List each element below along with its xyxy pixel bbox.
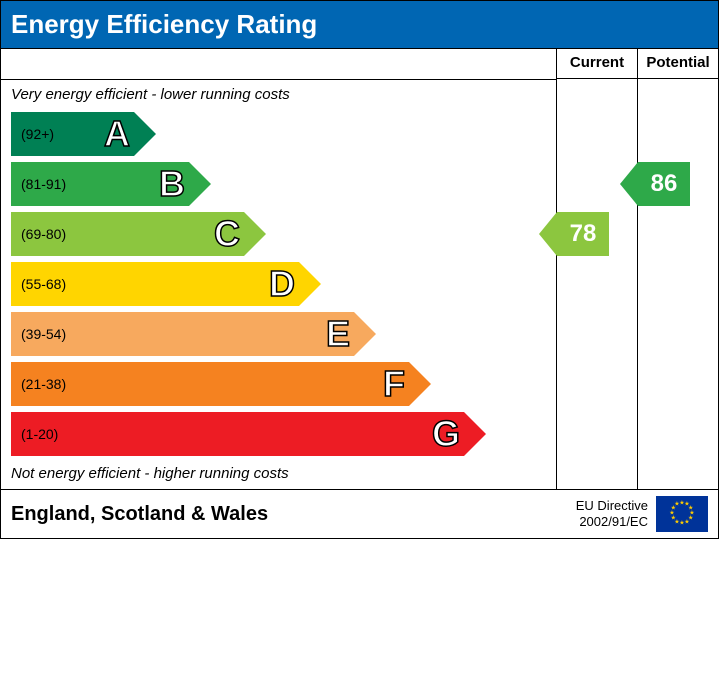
bar-letter-g: G (432, 413, 460, 455)
bar-range-label: (21-38) (11, 362, 409, 406)
bars-area: (92+)A(81-91)B(69-80)C(55-68)D(39-54)E(2… (1, 109, 556, 459)
bar-range-label: (1-20) (11, 412, 464, 456)
current-header: Current (557, 49, 637, 79)
bar-arrow (244, 212, 266, 256)
pointer-arrow (539, 212, 557, 256)
chart-title: Energy Efficiency Rating (1, 1, 718, 48)
current-area: 78 (557, 79, 637, 489)
rating-pointer: 86 (620, 162, 690, 206)
bar-arrow (464, 412, 486, 456)
rating-pointer: 78 (539, 212, 609, 256)
bar-range-label: (55-68) (11, 262, 299, 306)
rating-bar-f: (21-38)F (1, 359, 556, 409)
bar-letter-e: E (326, 313, 350, 355)
bar-arrow (299, 262, 321, 306)
current-column: Current 78 (556, 48, 637, 489)
rating-bar-e: (39-54)E (1, 309, 556, 359)
subtitle-top: Very energy efficient - lower running co… (1, 80, 556, 109)
bar-arrow (409, 362, 431, 406)
chart-body: Very energy efficient - lower running co… (1, 48, 718, 489)
pointer-arrow (620, 162, 638, 206)
footer-directive: EU Directive 2002/91/EC ★★★★★★★★★★★★ (576, 496, 708, 532)
bar-letter-f: F (383, 363, 405, 405)
potential-column: Potential 86 (637, 48, 718, 489)
bar-arrow (354, 312, 376, 356)
directive-label: EU Directive (576, 498, 648, 514)
potential-header: Potential (638, 49, 718, 79)
bar-letter-d: D (269, 263, 295, 305)
directive-code: 2002/91/EC (576, 514, 648, 530)
bars-header-spacer (1, 49, 556, 80)
footer-region: England, Scotland & Wales (11, 503, 268, 526)
epc-chart: Energy Efficiency Rating Very energy eff… (0, 0, 719, 539)
bar-range-label: (69-80) (11, 212, 244, 256)
rating-bar-a: (92+)A (1, 109, 556, 159)
rating-bar-b: (81-91)B (1, 159, 556, 209)
bar-letter-a: A (104, 113, 130, 155)
bar-letter-b: B (159, 163, 185, 205)
rating-bar-g: (1-20)G (1, 409, 556, 459)
subtitle-bottom: Not energy efficient - higher running co… (1, 459, 556, 488)
bars-column: Very energy efficient - lower running co… (1, 48, 556, 489)
bar-arrow (134, 112, 156, 156)
potential-area: 86 (638, 79, 718, 489)
rating-value: 78 (557, 212, 609, 256)
rating-bar-c: (69-80)C (1, 209, 556, 259)
rating-bar-d: (55-68)D (1, 259, 556, 309)
bar-arrow (189, 162, 211, 206)
bar-letter-c: C (214, 213, 240, 255)
bar-range-label: (39-54) (11, 312, 354, 356)
eu-flag-icon: ★★★★★★★★★★★★ (656, 496, 708, 532)
rating-value: 86 (638, 162, 690, 206)
directive-text: EU Directive 2002/91/EC (576, 498, 648, 529)
chart-footer: England, Scotland & Wales EU Directive 2… (1, 489, 718, 538)
